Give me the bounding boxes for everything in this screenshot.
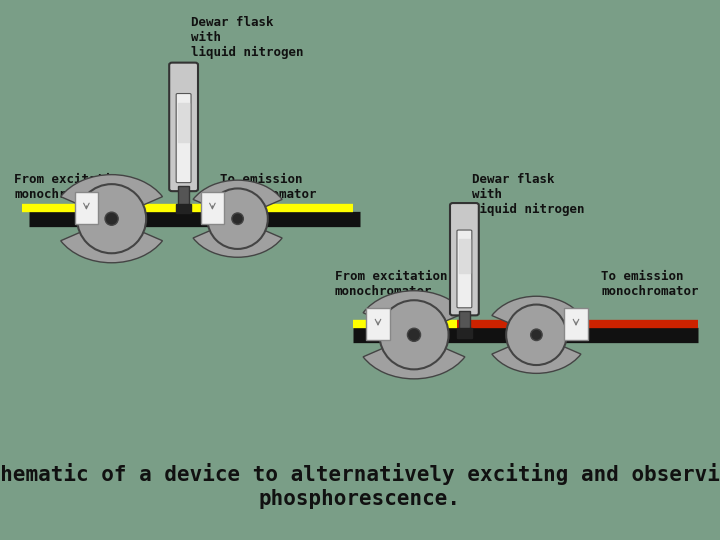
FancyBboxPatch shape	[457, 230, 472, 308]
Bar	[457, 328, 472, 338]
Ellipse shape	[105, 212, 118, 225]
FancyBboxPatch shape	[169, 63, 198, 191]
Wedge shape	[60, 232, 163, 263]
Bar	[179, 186, 189, 208]
Wedge shape	[60, 174, 163, 205]
Bar	[459, 239, 469, 273]
Text: Dewar flask
with
liquid nitrogen: Dewar flask with liquid nitrogen	[472, 173, 584, 216]
FancyBboxPatch shape	[450, 203, 479, 315]
Wedge shape	[193, 231, 282, 257]
Ellipse shape	[379, 300, 449, 369]
Text: From excitation
monochromator: From excitation monochromator	[14, 173, 127, 201]
Ellipse shape	[531, 329, 542, 341]
Ellipse shape	[232, 213, 243, 225]
FancyBboxPatch shape	[176, 93, 191, 183]
Wedge shape	[363, 291, 465, 321]
Bar	[201, 192, 224, 224]
Wedge shape	[492, 296, 581, 323]
Ellipse shape	[506, 305, 567, 365]
Bar	[176, 204, 191, 213]
Wedge shape	[193, 180, 282, 207]
Text: To emission
monochromator: To emission monochromator	[601, 270, 698, 298]
Text: Schematic of a device to alternatively exciting and observing
phosphorescence.: Schematic of a device to alternatively e…	[0, 463, 720, 509]
Bar	[564, 308, 588, 340]
Wedge shape	[492, 347, 581, 373]
Wedge shape	[363, 348, 465, 379]
Bar	[459, 310, 469, 332]
Text: From excitation
monochromator: From excitation monochromator	[335, 270, 447, 298]
Text: To emission
monochromator: To emission monochromator	[220, 173, 317, 201]
Bar	[366, 308, 390, 340]
Ellipse shape	[408, 328, 420, 341]
Bar	[179, 103, 189, 143]
Ellipse shape	[207, 188, 268, 249]
Bar	[75, 192, 98, 224]
Ellipse shape	[77, 184, 146, 253]
Text: Dewar flask
with
liquid nitrogen: Dewar flask with liquid nitrogen	[191, 16, 303, 59]
